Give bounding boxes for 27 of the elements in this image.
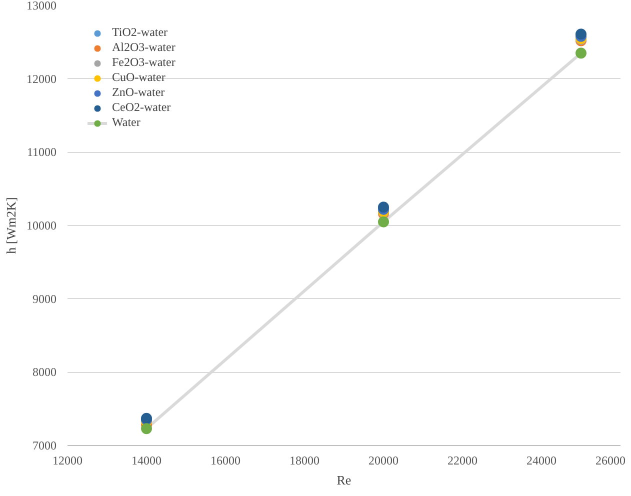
y-tick-label: 12000 xyxy=(26,72,56,86)
legend-label: CuO-water xyxy=(112,70,166,85)
y-tick-label: 11000 xyxy=(26,145,57,160)
x-tick-label: 24000 xyxy=(526,454,556,468)
x-tick-label: 14000 xyxy=(132,454,162,468)
point xyxy=(576,48,586,59)
legend-label: Fe2O3-water xyxy=(112,55,176,70)
y-tick-label: 13000 xyxy=(26,0,56,12)
y-tick-label: 8000 xyxy=(32,365,56,380)
point xyxy=(141,423,152,434)
legend-label: TiO2-water xyxy=(112,25,168,40)
x-tick-label: 22000 xyxy=(448,454,478,468)
y-tick-label: 9000 xyxy=(32,292,56,306)
legend-label: Water xyxy=(112,115,140,130)
x-tick-label: 26000 xyxy=(596,454,626,468)
y-tick-label: 7000 xyxy=(32,438,56,452)
point xyxy=(378,216,389,228)
x-tick-label: 16000 xyxy=(210,454,240,468)
x-tick-label: 12000 xyxy=(52,454,82,468)
x-axis-title: Re xyxy=(336,472,352,488)
legend-label: ZnO-water xyxy=(112,85,165,100)
legend-label: CeO2-water xyxy=(112,100,171,115)
legend-label: Al2O3-water xyxy=(112,40,176,55)
x-tick-label: 18000 xyxy=(290,454,320,468)
x-tick-label: 20000 xyxy=(368,454,398,468)
y-axis-title: h [Wm2K] xyxy=(4,197,18,254)
y-tick-label: 10000 xyxy=(26,218,56,232)
